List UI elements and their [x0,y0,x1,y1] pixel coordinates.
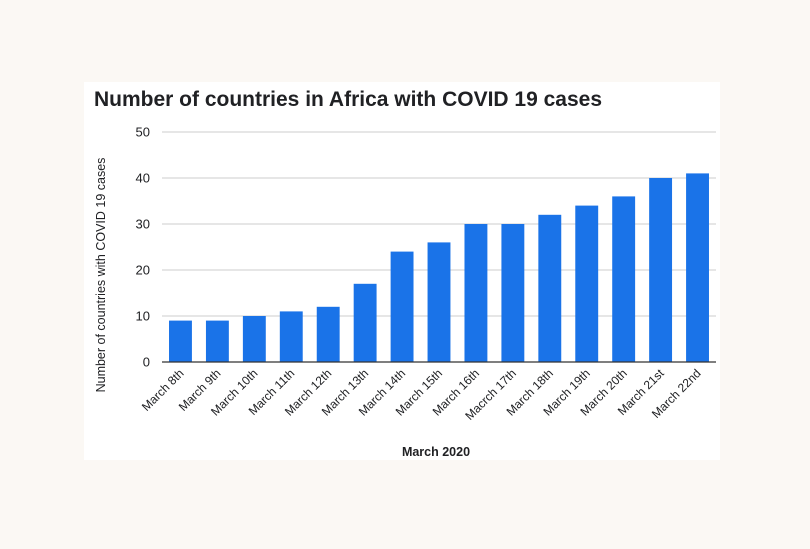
bar [279,311,303,362]
bar [649,178,673,362]
y-axis-ticks: 0 10 20 30 40 50 [136,125,150,370]
y-tick-label: 30 [136,217,150,232]
bar [612,196,636,362]
bar [390,251,414,362]
bars [169,173,709,362]
bar [169,320,192,362]
bar [464,224,488,362]
y-axis-label: Number of countries with COVID 19 cases [94,158,108,393]
chart-title: Number of countries in Africa with COVID… [94,88,603,111]
y-tick-label: 40 [136,171,150,186]
bar [538,214,562,362]
bar [575,205,599,362]
bar [427,242,451,362]
x-axis-label: March 2020 [402,445,470,459]
y-tick-label: 50 [136,125,150,140]
y-tick-label: 20 [136,263,150,278]
bar [242,316,266,362]
y-tick-label: 0 [143,355,150,370]
bar [501,224,525,362]
y-tick-label: 10 [136,309,150,324]
bar [686,173,709,362]
bar [205,320,229,362]
bar [353,283,377,362]
bar [316,306,340,362]
